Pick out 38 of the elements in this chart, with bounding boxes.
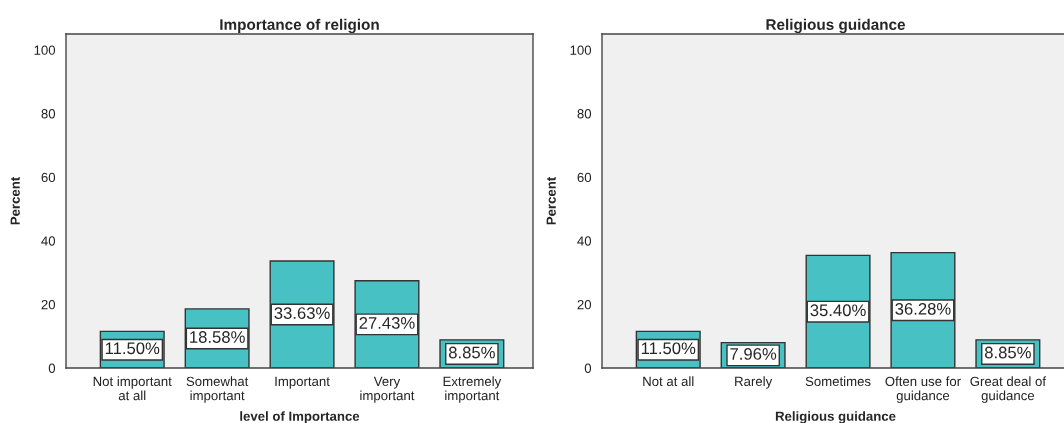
y-tick-label: 60: [577, 172, 592, 183]
x-axis-title: level of Importance: [240, 411, 360, 423]
data-label: 8.85%: [984, 346, 1031, 359]
y-tick-label: 80: [577, 109, 592, 119]
data-label: 27.43%: [359, 317, 415, 329]
y-tick-label: 80: [41, 109, 56, 119]
data-label: 18.58%: [190, 331, 245, 343]
y-axis-title: Percent: [10, 176, 20, 225]
x-tick-label: Not at all: [643, 376, 694, 387]
data-label: 7.96%: [730, 348, 777, 360]
data-label: 11.50%: [105, 342, 160, 355]
y-tick-label: 0: [584, 363, 592, 373]
data-label: 33.63%: [274, 307, 330, 319]
y-tick-label: 100: [570, 45, 592, 55]
y-tick-label: 40: [577, 236, 592, 246]
chart-title: Importance of religion: [220, 18, 379, 34]
x-tick-label: Very important: [360, 376, 415, 403]
y-tick-label: 40: [41, 236, 56, 246]
x-tick-label: Sometimes: [805, 376, 871, 387]
data-label: 8.85%: [448, 346, 495, 359]
x-tick-label: Somewhat important: [186, 376, 249, 403]
x-tick-label: Rarely: [735, 376, 773, 389]
chart-title: Religious guidance: [766, 18, 906, 34]
x-tick-label: Extremely important: [443, 376, 502, 403]
x-tick-label: Not important at all: [93, 376, 172, 401]
data-label: 35.40%: [810, 304, 866, 317]
y-tick-label: 20: [41, 299, 56, 310]
data-label: 11.50%: [641, 342, 696, 355]
y-tick-label: 20: [577, 299, 592, 310]
y-axis-title: Percent: [546, 176, 556, 225]
y-tick-label: 100: [34, 45, 56, 55]
data-label: 36.28%: [895, 302, 951, 315]
x-tick-label: Often use for guidance: [885, 376, 961, 403]
x-axis-title: Religious guidance: [775, 411, 896, 423]
y-tick-label: 0: [48, 363, 56, 373]
y-tick-label: 60: [41, 172, 56, 183]
x-tick-label: Great deal of guidance: [970, 376, 1047, 403]
x-tick-label: Important: [275, 376, 330, 389]
